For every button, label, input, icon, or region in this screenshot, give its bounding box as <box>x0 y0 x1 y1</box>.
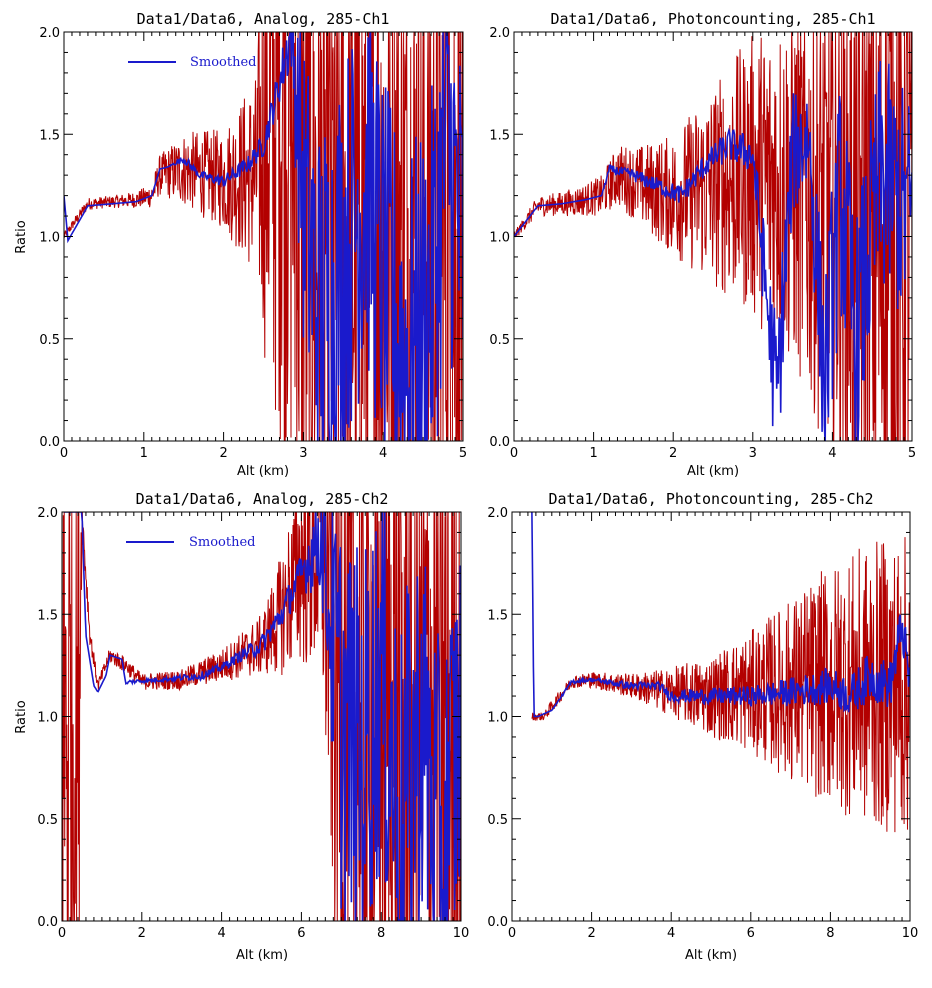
x-tick-label: 0 <box>510 446 518 461</box>
y-tick-label: 1.5 <box>487 608 508 623</box>
x-axis-label: Alt (km) <box>687 464 739 479</box>
y-tick-label: 0.5 <box>39 333 60 348</box>
x-tick-label: 4 <box>379 446 387 461</box>
y-tick-label: 0.0 <box>487 915 508 930</box>
axes: 0 2 4 6 8 10 0.0 0.5 1.0 1.5 2.0 <box>37 506 469 941</box>
y-axis-label: Ratio <box>14 220 29 253</box>
y-tick-label: 1.0 <box>487 711 508 726</box>
x-tick-label: 5 <box>459 446 467 461</box>
plot-area <box>62 512 461 921</box>
y-tick-label: 0.0 <box>37 915 58 930</box>
axes: 0 1 2 3 4 5 0.0 0.5 1.0 1.5 2.0 <box>489 26 916 461</box>
y-tick-label: 1.0 <box>37 711 58 726</box>
panel-analog-ch1: Data1/Data6, Analog, 285-Ch1 0 1 2 3 4 5 0.0 0.… <box>14 10 467 479</box>
x-tick-label: 4 <box>217 926 225 941</box>
x-tick-label: 2 <box>587 926 595 941</box>
y-tick-label: 2.0 <box>39 26 60 41</box>
x-tick-label: 0 <box>508 926 516 941</box>
y-tick-label: 2.0 <box>487 506 508 521</box>
plot-area <box>531 512 910 833</box>
panel-photoncounting-ch2: Data1/Data6, Photoncounting, 285-Ch2 0 2 4… <box>487 490 918 963</box>
smoothed-ratio-series <box>531 512 910 718</box>
axes: 0 1 2 3 4 5 0.0 0.5 1.0 1.5 2.0 <box>39 26 467 461</box>
plot-area <box>514 32 912 441</box>
x-tick-label: 8 <box>826 926 834 941</box>
raw-ratio-series <box>514 32 912 441</box>
y-tick-label: 0.5 <box>487 813 508 828</box>
y-tick-label: 0.0 <box>489 435 510 450</box>
legend: Smoothed <box>128 55 257 70</box>
legend-label: Smoothed <box>189 535 256 550</box>
x-tick-label: 2 <box>219 446 227 461</box>
y-tick-label: 0.5 <box>37 813 58 828</box>
x-axis-label: Alt (km) <box>236 948 288 963</box>
chart-title: Data1/Data6, Photoncounting, 285-Ch1 <box>550 10 875 28</box>
y-tick-label: 2.0 <box>489 26 510 41</box>
x-tick-label: 0 <box>60 446 68 461</box>
axes: 0 2 4 6 8 10 0.0 0.5 1.0 1.5 2.0 <box>487 506 918 941</box>
y-tick-label: 0.0 <box>39 435 60 450</box>
x-tick-label: 3 <box>299 446 307 461</box>
x-tick-label: 4 <box>828 446 836 461</box>
y-tick-label: 1.0 <box>39 231 60 246</box>
x-tick-label: 6 <box>747 926 755 941</box>
y-tick-label: 0.5 <box>489 333 510 348</box>
raw-ratio-series <box>64 32 463 441</box>
y-tick-label: 1.0 <box>489 231 510 246</box>
smoothed-ratio-series <box>64 32 463 441</box>
legend-label: Smoothed <box>190 55 257 70</box>
x-tick-label: 4 <box>667 926 675 941</box>
x-tick-label: 8 <box>377 926 385 941</box>
y-axis-label: Ratio <box>14 700 29 733</box>
x-axis-label: Alt (km) <box>237 464 289 479</box>
chart-title: Data1/Data6, Photoncounting, 285-Ch2 <box>548 490 873 508</box>
y-tick-label: 1.5 <box>489 128 510 143</box>
smoothed-ratio-series <box>64 512 461 921</box>
x-tick-label: 0 <box>58 926 66 941</box>
panel-analog-ch2: Data1/Data6, Analog, 285-Ch2 0 2 4 6 8 100.00… <box>14 490 469 963</box>
x-tick-label: 10 <box>453 926 470 941</box>
y-tick-label: 1.5 <box>39 128 60 143</box>
x-tick-label: 6 <box>297 926 305 941</box>
legend: Smoothed <box>126 535 256 550</box>
panel-photoncounting-ch1: Data1/Data6, Photoncounting, 285-Ch1 0 1 2… <box>489 10 916 479</box>
x-tick-label: 2 <box>669 446 677 461</box>
raw-ratio-series <box>531 537 910 833</box>
x-tick-label: 10 <box>902 926 919 941</box>
x-tick-label: 5 <box>908 446 916 461</box>
smoothed-ratio-series <box>514 60 912 441</box>
x-tick-label: 1 <box>140 446 148 461</box>
chart-title: Data1/Data6, Analog, 285-Ch2 <box>136 490 389 508</box>
plot-area <box>64 32 463 441</box>
x-tick-label: 2 <box>138 926 146 941</box>
y-tick-label: 2.0 <box>37 506 58 521</box>
chart-title: Data1/Data6, Analog, 285-Ch1 <box>137 10 390 28</box>
x-tick-label: 1 <box>589 446 597 461</box>
y-tick-label: 1.5 <box>37 608 58 623</box>
x-axis-label: Alt (km) <box>685 948 737 963</box>
x-tick-label: 3 <box>749 446 757 461</box>
